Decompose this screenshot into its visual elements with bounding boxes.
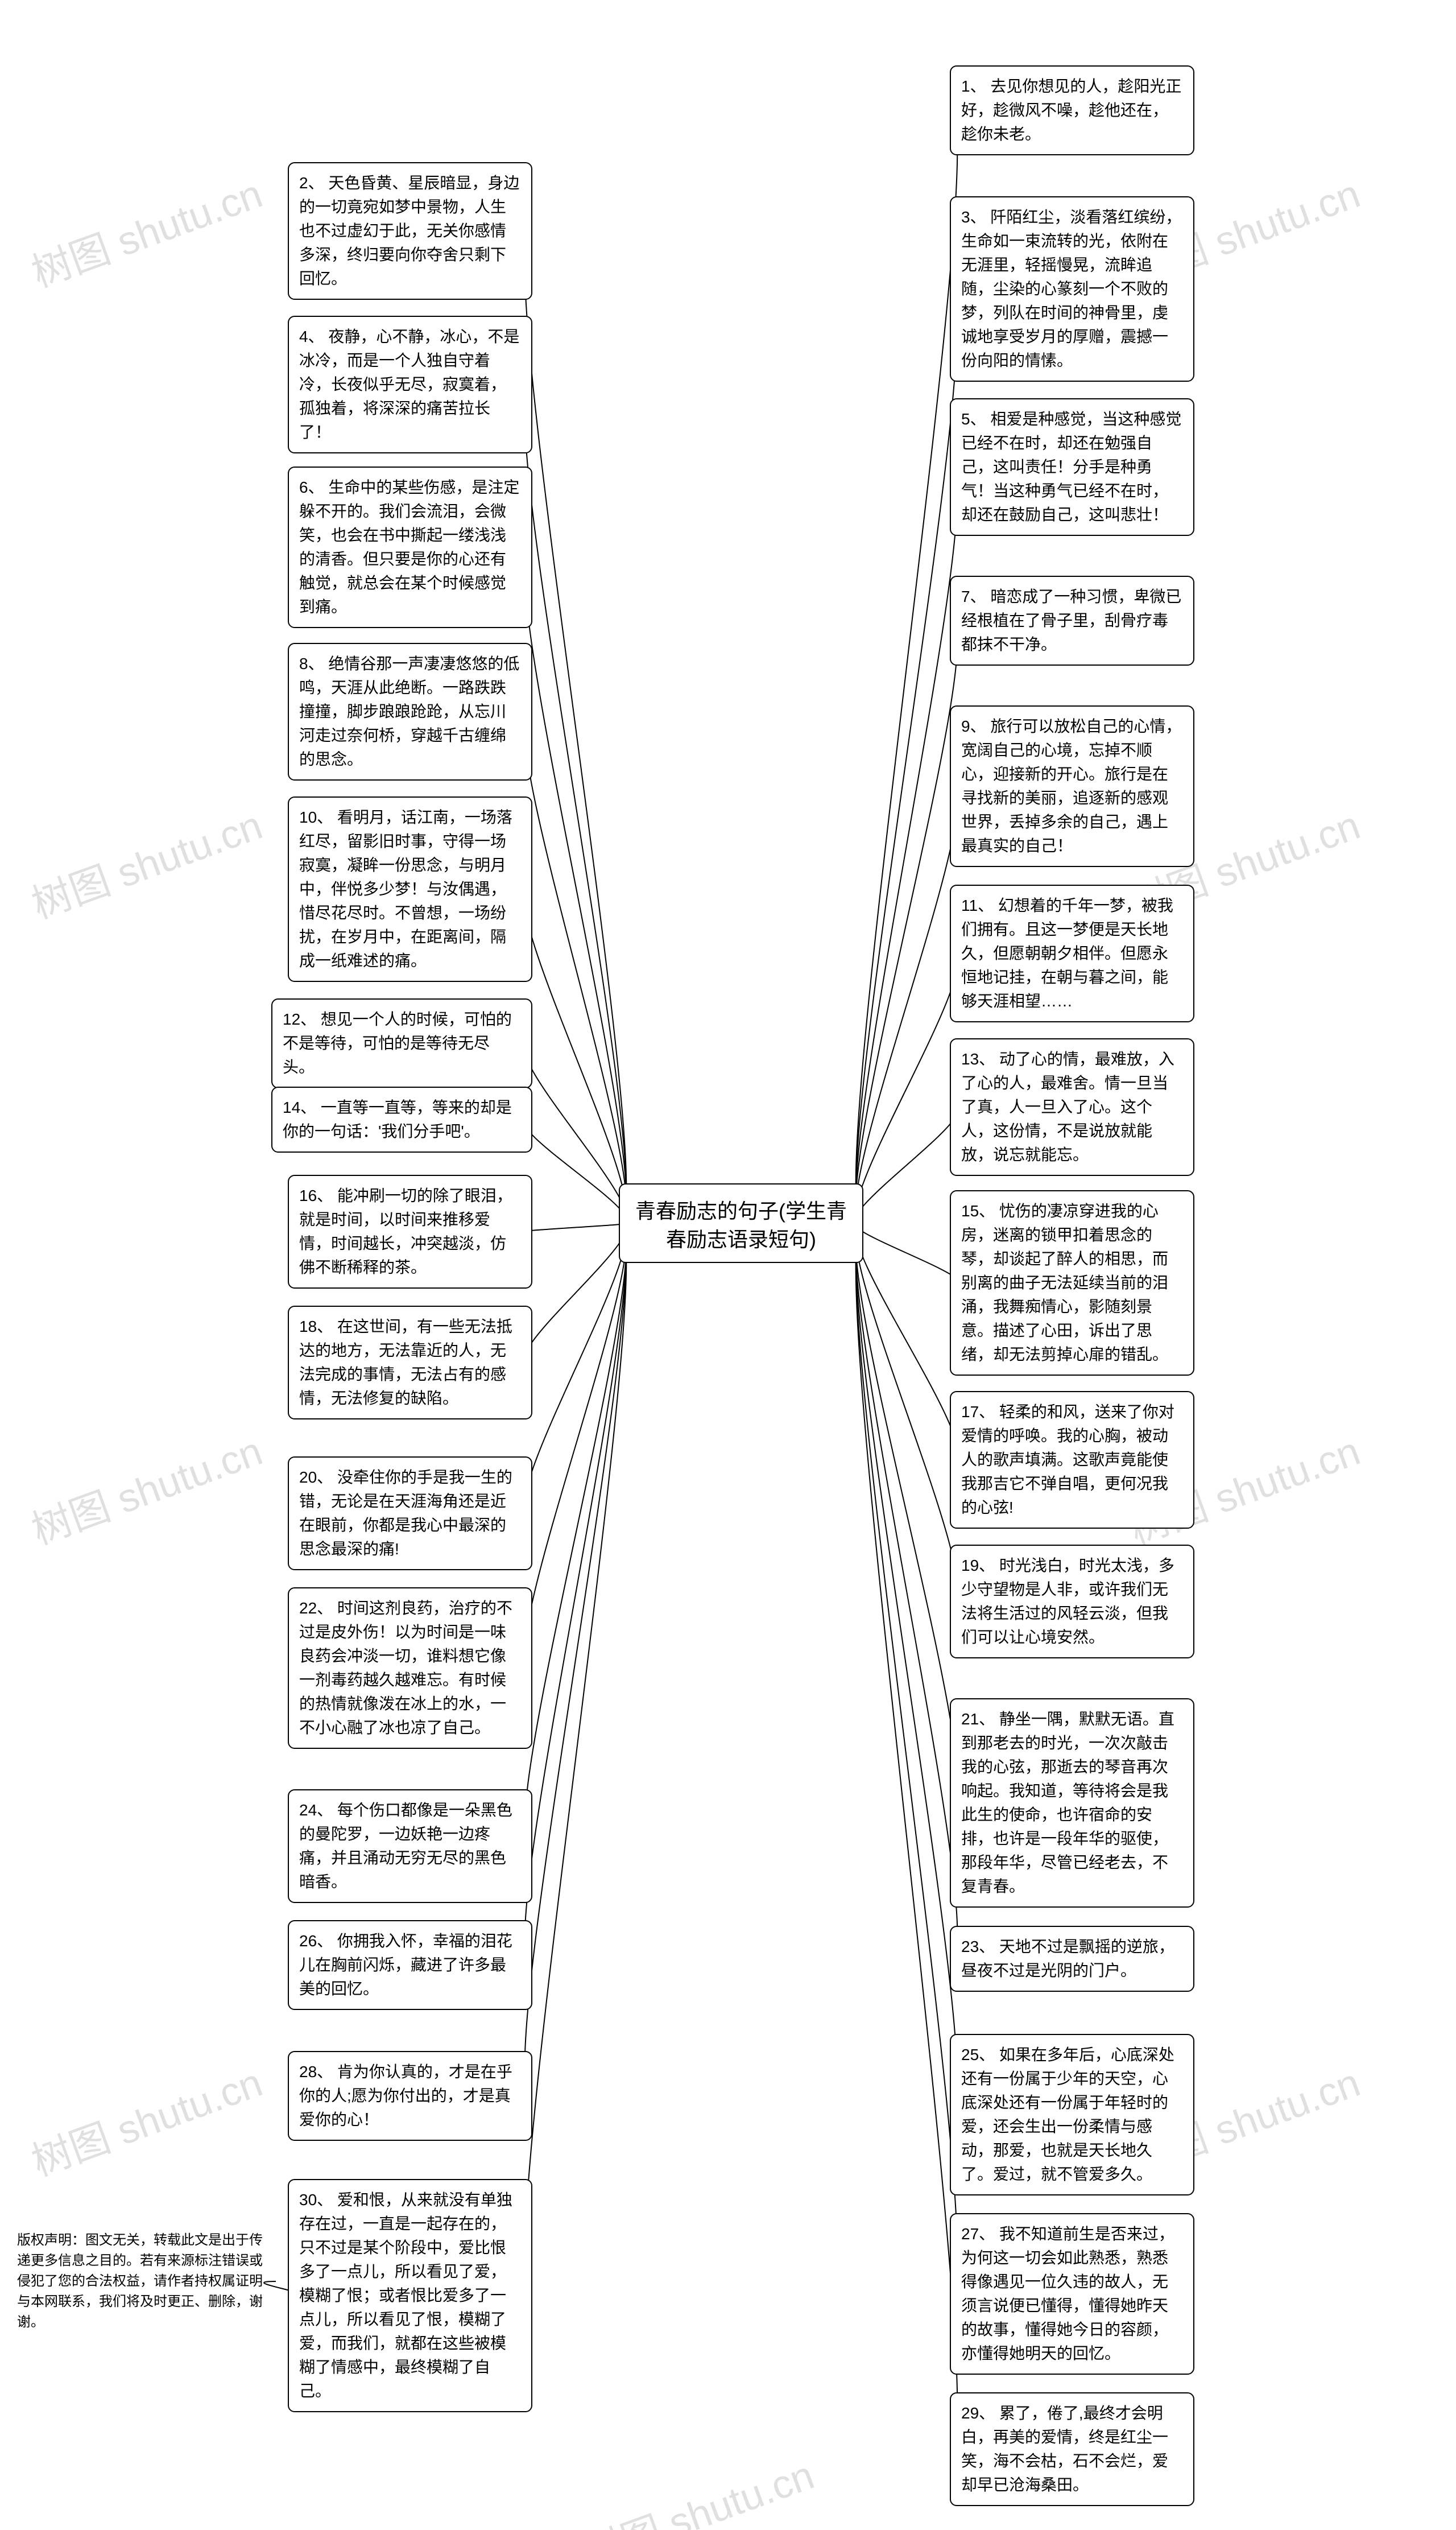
mindmap-node: 7、 暗恋成了一种习惯，卑微已经根植在了骨子里，刮骨疗毒都抹不干净。 xyxy=(950,576,1194,666)
mindmap-node: 30、 爱和恨，从来就没有单独存在过，一直是一起存在的，只不过是某个阶段中，爱比… xyxy=(288,2179,532,2412)
mindmap-node: 25、 如果在多年后，心底深处还有一份属于少年的天空，心底深处还有一份属于年轻时… xyxy=(950,2034,1194,2195)
edge xyxy=(856,1223,957,1283)
watermark: 树图 shutu.cn xyxy=(23,1419,269,1556)
edge xyxy=(525,1223,626,2096)
edge xyxy=(525,1223,626,1965)
watermark: 树图 shutu.cn xyxy=(23,2051,269,2188)
edge xyxy=(856,289,957,1223)
mindmap-node: 17、 轻柔的和风，送来了你对爱情的呼唤。我的心胸，被动人的歌声填满。这歌声竟能… xyxy=(950,1391,1194,1529)
mindmap-node: 4、 夜静，心不静，冰心，不是冰冷，而是一个人独自守着冷，长夜似乎无尽，寂寞着，… xyxy=(288,316,532,453)
edge xyxy=(525,1223,626,1513)
mindmap-node: 10、 看明月，话江南，一场落红尽，留影旧时事，守得一场寂寞，凝眸一份思念，与明… xyxy=(288,796,532,982)
edge xyxy=(525,712,626,1223)
edge xyxy=(856,110,957,1223)
mindmap-node: 24、 每个伤口都像是一朵黑色的曼陀罗，一边妖艳一边疼痛，并且涌动无穷无尽的黑色… xyxy=(288,1789,532,1903)
mindmap-node: 3、 阡陌红尘，淡看落红缤纷，生命如一束流转的光，依附在无涯里，轻摇慢晃，流眸追… xyxy=(950,196,1194,382)
mindmap-node: 6、 生命中的某些伤感，是注定躲不开的。我们会流泪，会微笑，也会在书中撕起一缕浅… xyxy=(288,467,532,628)
edge xyxy=(525,1223,626,1363)
mindmap-node: 12、 想见一个人的时候，可怕的不是等待，可怕的是等待无尽头。 xyxy=(271,998,532,1088)
watermark: 树图 shutu.cn xyxy=(574,2444,821,2530)
mindmap-node: 18、 在这世间，有一些无法抵达的地方，无法靠近的人，无法完成的事情，无法占有的… xyxy=(288,1306,532,1419)
edge xyxy=(856,1223,957,1959)
mindmap-node: 20、 没牵住你的手是我一生的错，无论是在天涯海角还是近在眼前，你都是我心中最深… xyxy=(288,1456,532,1570)
edge xyxy=(856,1223,957,2449)
edge xyxy=(525,1223,626,2296)
mindmap-node: 19、 时光浅白，时光太浅，多少守望物是人非，或许我们无法将生活过的风轻云淡，但… xyxy=(950,1545,1194,1658)
edge xyxy=(525,1120,626,1223)
mindmap-canvas: 树图 shutu.cn 树图 shutu.cn 树图 shutu.cn 树图 shut… xyxy=(0,0,1456,2530)
edge-layer xyxy=(0,0,1456,2530)
mindmap-node: 2、 天色昏黄、星辰暗显，身边的一切竟宛如梦中景物，人生也不过虚幻于此，无关你感… xyxy=(288,162,532,300)
edge xyxy=(525,1223,626,1846)
edge xyxy=(856,621,957,1223)
edge xyxy=(525,385,626,1223)
mindmap-node: 9、 旅行可以放松自己的心情，宽阔自己的心境，忘掉不顺心，迎接新的开心。旅行是在… xyxy=(950,705,1194,867)
mindmap-node: 23、 天地不过是飘摇的逆旅，昼夜不过是光阴的门户。 xyxy=(950,1926,1194,1992)
mindmap-node: 8、 绝情谷那一声凄凄悠悠的低鸣，天涯从此绝断。一路跌跌撞撞，脚步踉踉跄跄，从忘… xyxy=(288,643,532,781)
mindmap-center-node: 青春励志的句子(学生青春励志语录短句) xyxy=(619,1183,863,1263)
mindmap-node: 26、 你拥我入怀，幸福的泪花儿在胸前闪烁，藏进了许多最美的回忆。 xyxy=(288,1920,532,2010)
watermark: 树图 shutu.cn xyxy=(23,162,269,299)
mindmap-node: 29、 累了，倦了,最终才会明白，再美的爱情，终是红尘一笑，海不会枯，石不会烂，… xyxy=(950,2392,1194,2506)
edge xyxy=(856,1223,957,2115)
edge xyxy=(856,786,957,1223)
edge xyxy=(525,1043,626,1223)
mindmap-node: 1、 去见你想见的人，趁阳光正好，趁微风不噪，趁他还在，趁你未老。 xyxy=(950,65,1194,155)
copyright-note: 版权声明：图文无关，转载此文是出于传递更多信息之目的。若有来源标注错误或侵犯了您… xyxy=(17,2230,276,2333)
edge xyxy=(525,1223,626,1668)
edge xyxy=(856,1223,957,1602)
edge xyxy=(525,547,626,1223)
mindmap-node: 13、 动了心的情，最难放，入了心的人，最难舍。情一旦当了真，人一旦入了心。这个… xyxy=(950,1038,1194,1176)
mindmap-node: 15、 忧伤的凄凉穿进我的心房，迷离的锁甲扣着思念的琴，却谈起了醉人的相思，而别… xyxy=(950,1190,1194,1376)
edge xyxy=(525,1223,626,1232)
watermark: 树图 shutu.cn xyxy=(23,794,269,930)
mindmap-node: 14、 一直等一直等，等来的却是你的一句话：'我们分手吧'。 xyxy=(271,1087,532,1153)
edge xyxy=(856,1223,957,2294)
mindmap-node: 16、 能冲刷一切的除了眼泪，就是时间，以时间来推移爱情，时间越长，冲突越淡，仿… xyxy=(288,1175,532,1289)
edge xyxy=(856,1107,957,1223)
edge xyxy=(856,1223,957,1460)
mindmap-node: 5、 相爱是种感觉，当这种感觉已经不在时，却还在勉强自己，这叫责任！分手是种勇气… xyxy=(950,398,1194,536)
mindmap-node: 22、 时间这剂良药，治疗的不过是皮外伤！以为时间是一味良药会冲淡一切，谁料想它… xyxy=(288,1587,532,1749)
mindmap-node: 27、 我不知道前生是否来过，为何这一切会如此熟悉，熟悉得像遇见一位久违的故人，… xyxy=(950,2213,1194,2375)
edge xyxy=(856,467,957,1223)
mindmap-node: 21、 静坐一隅，默默无语。直到那老去的时光，一次次敲击我的心弦，那逝去的琴音再… xyxy=(950,1698,1194,1908)
mindmap-node: 11、 幻想着的千年一梦，被我们拥有。且这一梦便是天长地久，但愿朝朝夕相伴。但愿… xyxy=(950,885,1194,1022)
edge xyxy=(856,1223,957,1803)
edge xyxy=(525,231,626,1223)
edge xyxy=(525,889,626,1223)
edge xyxy=(856,954,957,1223)
mindmap-node: 28、 肯为你认真的，才是在乎你的人;愿为你付出的，才是真爱你的心！ xyxy=(288,2051,532,2141)
